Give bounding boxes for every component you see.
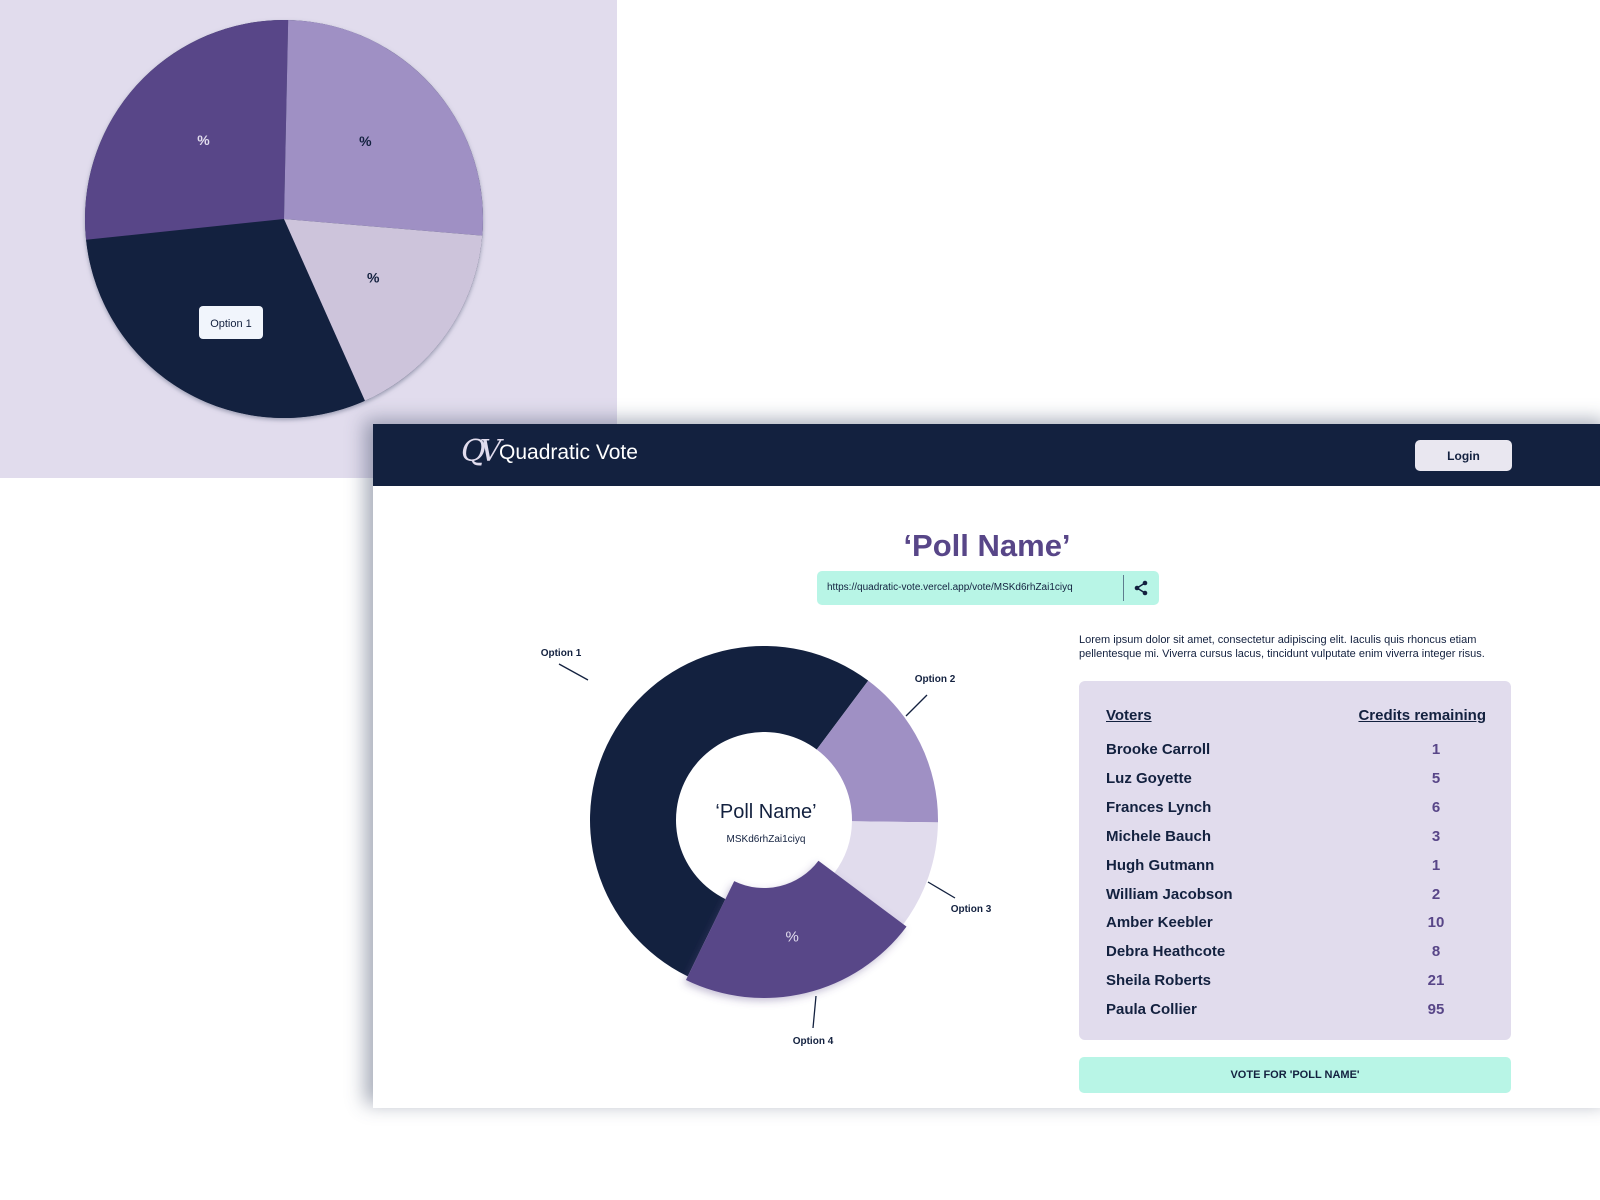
voter-name: Brooke Carroll bbox=[1106, 741, 1211, 758]
voter-name: William Jacobson bbox=[1106, 885, 1233, 903]
voters-header: Voters bbox=[1106, 707, 1152, 724]
leader-line bbox=[812, 995, 817, 1029]
table-row: Paula Collier 95 bbox=[1106, 1001, 1486, 1023]
voter-credits: 2 bbox=[1431, 885, 1441, 903]
table-row: William Jacobson 2 bbox=[1106, 886, 1486, 908]
pie-slice-label: % bbox=[367, 269, 380, 285]
navbar: QV Quadratic Vote Login bbox=[373, 424, 1600, 486]
voter-credits: 8 bbox=[1431, 943, 1441, 961]
donut-slice-highlighted bbox=[685, 860, 907, 998]
login-button[interactable]: Login bbox=[1415, 440, 1512, 471]
table-row: Brooke Carroll 1 bbox=[1106, 741, 1486, 763]
brand-name: Quadratic Vote bbox=[499, 441, 638, 464]
leader-line bbox=[905, 694, 928, 717]
divider bbox=[1123, 575, 1124, 601]
table-row: Frances Lynch 6 bbox=[1106, 799, 1486, 821]
table-row: Amber Keebler 10 bbox=[1106, 914, 1486, 936]
donut-slice bbox=[834, 821, 938, 925]
donut-slice bbox=[590, 646, 869, 977]
voter-name: Paula Collier bbox=[1106, 1001, 1197, 1019]
share-icon[interactable] bbox=[1133, 580, 1149, 596]
page-title: ‘Poll Name’ bbox=[903, 528, 1071, 563]
donut-center-title: ‘Poll Name’ bbox=[715, 801, 816, 823]
donut-legend-label: Option 1 bbox=[541, 648, 582, 659]
voter-name: Frances Lynch bbox=[1106, 798, 1212, 816]
pie-chart: % %% Option 1 bbox=[85, 20, 484, 418]
share-url[interactable]: https://quadratic-vote.vercel.app/vote/M… bbox=[827, 582, 1073, 593]
voter-credits: 1 bbox=[1431, 741, 1441, 758]
pie-slice bbox=[284, 219, 483, 401]
pie-tooltip bbox=[199, 306, 263, 339]
donut-slice-label: % bbox=[786, 929, 799, 946]
logo-icon: QV bbox=[461, 434, 501, 469]
table-row: Debra Heathcote 8 bbox=[1106, 943, 1486, 965]
pie-tooltip-label: Option 1 bbox=[210, 318, 252, 330]
donut-center-subtitle: MSKd6rhZai1ciyq bbox=[727, 834, 806, 845]
donut-legend-label: Option 4 bbox=[793, 1036, 834, 1047]
leader-line bbox=[927, 881, 956, 899]
voter-credits: 10 bbox=[1427, 914, 1445, 932]
voter-name: Hugh Gutmann bbox=[1106, 856, 1215, 874]
leader-line bbox=[558, 663, 589, 681]
pie-slice bbox=[85, 20, 289, 240]
voter-name: Luz Goyette bbox=[1106, 769, 1192, 787]
pie-slice-label: % bbox=[359, 133, 372, 149]
voter-name: Michele Bauch bbox=[1106, 827, 1212, 845]
pie-slice bbox=[284, 20, 484, 236]
table-row: Michele Bauch 3 bbox=[1106, 828, 1486, 850]
table-row: Luz Goyette 5 bbox=[1106, 770, 1486, 792]
voter-name: Amber Keebler bbox=[1106, 914, 1213, 932]
donut-chart: % Option 1 Option 2 Option 3 Option 4 ‘Poll N… bbox=[541, 646, 992, 1047]
donut-legend-label: Option 3 bbox=[951, 904, 992, 915]
voters-table: Voters Credits remaining Brooke Carroll 1… bbox=[1079, 681, 1511, 1040]
voter-name: Sheila Roberts bbox=[1106, 972, 1212, 990]
share-url-field[interactable]: https://quadratic-vote.vercel.app/vote/M… bbox=[817, 571, 1159, 605]
donut-legend-label: Option 2 bbox=[915, 674, 956, 685]
voter-credits: 1 bbox=[1431, 856, 1441, 874]
app-window: QV Quadratic Vote Login ‘Poll Name’ http… bbox=[373, 424, 1600, 1108]
voter-credits: 21 bbox=[1427, 972, 1445, 990]
vote-button[interactable]: VOTE FOR 'POLL NAME' bbox=[1079, 1057, 1511, 1093]
table-row: Hugh Gutmann 1 bbox=[1106, 857, 1486, 879]
pie-slice-label: % bbox=[197, 132, 210, 148]
table-row: Sheila Roberts 21 bbox=[1106, 972, 1486, 994]
voter-credits: 95 bbox=[1427, 1001, 1445, 1019]
voter-credits: 5 bbox=[1431, 769, 1441, 787]
voter-credits: 6 bbox=[1431, 798, 1441, 816]
donut-slice bbox=[816, 680, 938, 823]
poll-description: Lorem ipsum dolor sit amet, consectetur … bbox=[1079, 634, 1485, 660]
voter-name: Debra Heathcote bbox=[1106, 943, 1226, 961]
credits-header: Credits remaining bbox=[1358, 707, 1486, 724]
voter-credits: 3 bbox=[1431, 827, 1441, 845]
